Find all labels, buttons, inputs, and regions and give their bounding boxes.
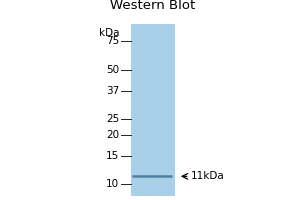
Text: 11kDa: 11kDa [191, 171, 225, 181]
Text: 15: 15 [106, 151, 119, 161]
Text: kDa: kDa [99, 28, 119, 38]
Text: 37: 37 [106, 86, 119, 96]
Text: Western Blot: Western Blot [110, 0, 196, 12]
Text: 50: 50 [106, 65, 119, 75]
Text: 10: 10 [106, 179, 119, 189]
Text: 20: 20 [106, 130, 119, 140]
Text: 75: 75 [106, 36, 119, 46]
Bar [131, 24, 175, 196]
Text: 25: 25 [106, 114, 119, 124]
